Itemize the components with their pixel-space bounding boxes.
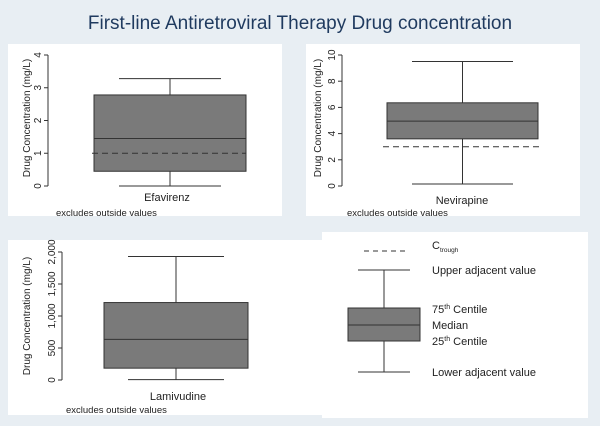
y-tick-label: 8 — [327, 78, 338, 84]
legend-lower-adjacent-label: Lower adjacent value — [432, 367, 536, 379]
y-tick-label: 6 — [327, 104, 338, 110]
y-tick-label: 1,500 — [47, 271, 58, 296]
chart-note: excludes outside values — [347, 208, 448, 219]
chart-note: excludes outside values — [66, 405, 167, 416]
y-axis-label: Drug Concentration (mg/L) — [22, 257, 33, 375]
legend: Ctrough Upper adjacent value 75th Centil… — [322, 232, 588, 418]
x-category-label: Nevirapine — [436, 195, 489, 207]
y-tick-label: 0 — [33, 183, 44, 189]
legend-p75-label: 75th Centile — [432, 304, 487, 316]
legend-ctrough-label: Ctrough — [432, 240, 459, 254]
y-tick-label: 10 — [327, 49, 338, 61]
chart-lamivudine: Drug Concentration (mg/L) 0 500 1,000 1,500… — [8, 239, 382, 416]
box-plot — [383, 61, 541, 185]
box-plot — [92, 78, 247, 187]
y-tick-label: 4 — [33, 52, 44, 58]
chart-nevirapine: Drug Concentration (mg/L) 0 2 4 6 8 10 Nevira… — [306, 44, 580, 219]
y-tick-label: 1,000 — [47, 303, 58, 328]
chart-efavirenz: Drug Concentration (mg/L) 0 1 2 3 4 Efaviren… — [8, 44, 282, 219]
chart-note: excludes outside values — [56, 208, 157, 219]
iqr-box — [93, 94, 247, 172]
legend-p25-label: 25th Centile — [432, 336, 487, 348]
y-axis-ticks: 0 500 1,000 1,500 2,000 — [47, 239, 62, 383]
legend-median-label: Median — [432, 320, 468, 332]
iqr-box — [103, 302, 249, 369]
box-plot — [103, 255, 249, 381]
y-axis-label: Drug Concentration (mg/L) — [313, 59, 324, 177]
y-tick-label: 2,000 — [47, 239, 58, 264]
y-tick-label: 2 — [33, 117, 44, 123]
y-tick-label: 0 — [327, 183, 338, 189]
y-tick-label: 3 — [33, 85, 44, 91]
y-tick-label: 2 — [327, 157, 338, 163]
y-tick-label: 0 — [47, 377, 58, 383]
y-axis-label: Drug Concentration (mg/L) — [22, 59, 33, 177]
legend-upper-adjacent-label: Upper adjacent value — [432, 265, 536, 277]
x-category-label: Efavirenz — [144, 192, 190, 204]
y-tick-label: 500 — [47, 339, 58, 356]
figure-title: First-line Antiretroviral Therapy Drug c… — [88, 13, 512, 34]
y-tick-label: 4 — [327, 130, 338, 136]
y-tick-label: 1 — [33, 150, 44, 156]
x-category-label: Lamivudine — [150, 391, 206, 403]
y-axis-ticks: 0 1 2 3 4 — [33, 52, 48, 189]
y-axis-ticks: 0 2 4 6 8 10 — [327, 49, 342, 189]
